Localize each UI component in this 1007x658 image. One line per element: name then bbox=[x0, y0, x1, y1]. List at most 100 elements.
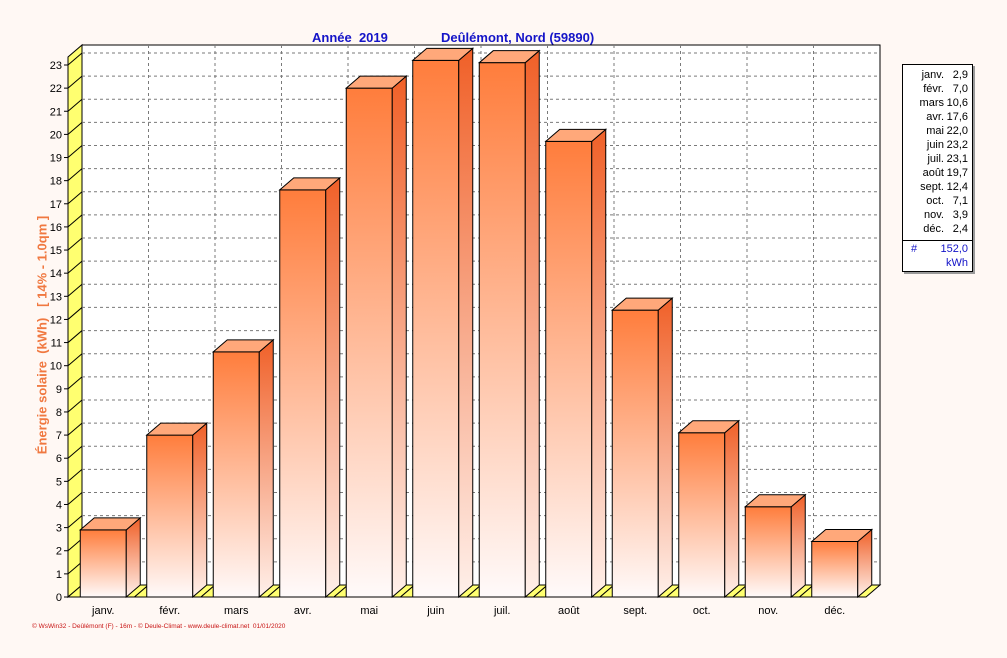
legend-row-value: 17,6 bbox=[946, 111, 968, 123]
wall-tick bbox=[67, 492, 83, 505]
y-tick-label: 19 bbox=[50, 153, 62, 165]
y-tick-label: 17 bbox=[50, 199, 62, 211]
y-tick-label: 10 bbox=[50, 361, 62, 373]
legend-row-value: 7,1 bbox=[952, 195, 968, 207]
y-tick-label: 14 bbox=[50, 268, 62, 280]
bar-side-3 bbox=[325, 176, 341, 599]
wall-tick bbox=[67, 445, 83, 459]
x-tick-label: mai bbox=[360, 605, 378, 617]
bar-top-8 bbox=[610, 297, 674, 311]
wall-tick bbox=[67, 283, 83, 297]
wall-tick bbox=[67, 561, 83, 575]
bar-side-7 bbox=[591, 128, 607, 599]
y-tick-label: 15 bbox=[50, 245, 62, 257]
bar-top-4 bbox=[344, 75, 408, 89]
y-tick-label: 22 bbox=[50, 83, 62, 95]
legend-row-value: 2,9 bbox=[952, 69, 968, 81]
bar-top-9 bbox=[677, 420, 741, 434]
y-tick-label: 1 bbox=[56, 569, 62, 581]
bar-side-5 bbox=[458, 47, 474, 599]
bar-11 bbox=[811, 540, 859, 598]
y-tick-label: 9 bbox=[56, 384, 62, 396]
chart-title-location: Deûlémont, Nord (59890) bbox=[441, 30, 595, 45]
x-tick-label: sept. bbox=[623, 605, 647, 617]
wall-tick bbox=[67, 52, 83, 66]
y-tick-label: 18 bbox=[50, 176, 62, 188]
y-tick-label: 13 bbox=[50, 291, 62, 303]
bar-layer bbox=[66, 47, 882, 599]
legend-row: janv. 2,9 bbox=[903, 68, 972, 82]
y-tick-label: 20 bbox=[50, 129, 62, 141]
legend-separator bbox=[903, 240, 972, 241]
legend-row-name: juin bbox=[926, 139, 944, 151]
legend-row-value: 7,0 bbox=[952, 83, 968, 95]
legend-row-name: juil. bbox=[927, 153, 944, 165]
legend-row-name: sept. bbox=[920, 181, 944, 193]
y-tick-label: 2 bbox=[56, 546, 62, 558]
wall-tick bbox=[67, 468, 83, 482]
wall-tick bbox=[67, 538, 83, 552]
y-tick-label: 7 bbox=[56, 430, 62, 442]
x-tick-label: juil. bbox=[493, 605, 511, 617]
y-tick-label: 16 bbox=[50, 222, 62, 234]
legend-row-name: avr. bbox=[926, 111, 944, 123]
wall-tick bbox=[67, 214, 83, 228]
chart-title-year: Année 2019 bbox=[312, 30, 388, 45]
legend-total-unit: kWh bbox=[946, 257, 968, 269]
legend-row-name: févr. bbox=[923, 83, 944, 95]
x-tick-label: févr. bbox=[159, 605, 180, 617]
wall-tick bbox=[67, 145, 83, 158]
bar-top-6 bbox=[477, 50, 541, 64]
legend-row-name: août bbox=[922, 167, 944, 179]
x-tick-label: déc. bbox=[824, 605, 845, 617]
bar-2 bbox=[212, 351, 260, 598]
bar-side-1 bbox=[192, 421, 208, 599]
legend-row-name: déc. bbox=[923, 223, 944, 235]
legend-row: oct. 7,1 bbox=[903, 194, 972, 208]
footer-credits: © WsWin32 - Deûlémont (F) - 16m - © Deul… bbox=[32, 623, 286, 630]
wall-tick bbox=[67, 330, 83, 343]
legend-row-name: mars bbox=[919, 97, 944, 109]
bar-side-9 bbox=[724, 419, 740, 599]
legend-row: mai 22,0 bbox=[903, 124, 972, 138]
legend-row-value: 12,4 bbox=[946, 181, 968, 193]
bar-4 bbox=[345, 87, 393, 598]
bar-6 bbox=[478, 62, 526, 598]
label-layer: 01234567891011121314151617181920212223ja… bbox=[50, 60, 845, 617]
legend-row-name: janv. bbox=[921, 69, 944, 81]
legend-row-value: 23,2 bbox=[946, 139, 968, 151]
bar-5 bbox=[412, 59, 460, 598]
x-tick-label: janv. bbox=[91, 605, 114, 617]
legend-row: févr. 7,0 bbox=[903, 82, 972, 96]
bar-top-10 bbox=[743, 494, 807, 508]
wall-tick bbox=[67, 75, 83, 89]
y-tick-label: 8 bbox=[56, 407, 62, 419]
bar-side-2 bbox=[258, 338, 274, 599]
legend-row: déc. 2,4 bbox=[903, 222, 972, 236]
bar-top-1 bbox=[145, 422, 209, 436]
x-tick-label: nov. bbox=[758, 605, 778, 617]
wall-tick bbox=[67, 515, 83, 528]
bar-top-3 bbox=[278, 177, 342, 191]
wall-tick bbox=[67, 98, 83, 112]
bar-side-0 bbox=[125, 516, 141, 599]
legend-row: juin 23,2 bbox=[903, 138, 972, 152]
y-axis-label: Énergie solaire (kWh) [ 14% - 1.0qm ] bbox=[34, 215, 50, 455]
bar-top-5 bbox=[411, 47, 475, 61]
wall-tick bbox=[67, 307, 83, 320]
x-tick-label: oct. bbox=[693, 605, 711, 617]
bar-9 bbox=[678, 432, 726, 598]
bar-top-2 bbox=[211, 339, 275, 353]
legend-row: sept. 12,4 bbox=[903, 180, 972, 194]
legend-total-value: 152,0 bbox=[940, 243, 968, 255]
wall-tick bbox=[67, 376, 83, 390]
y-tick-label: 11 bbox=[51, 338, 62, 350]
wall-tick bbox=[67, 191, 83, 205]
legend-row-value: 23,1 bbox=[946, 153, 968, 165]
legend-row-value: 19,7 bbox=[946, 167, 968, 179]
legend-row-value: 10,6 bbox=[946, 97, 968, 109]
wall-tick bbox=[67, 399, 83, 413]
y-tick-label: 23 bbox=[50, 60, 62, 72]
bar-3 bbox=[279, 189, 327, 598]
